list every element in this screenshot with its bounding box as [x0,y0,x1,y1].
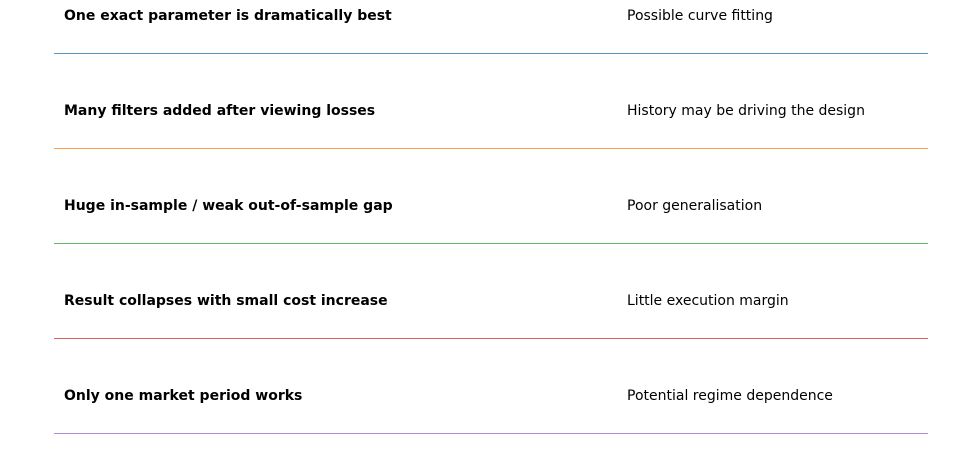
signal-cell: Only one market period works [64,388,303,404]
meaning-cell: Potential regime dependence [627,388,833,404]
table-row: Result collapses with small cost increas… [54,243,928,339]
signal-cell: Many filters added after viewing losses [64,103,376,119]
meaning-cell: Little execution margin [627,293,789,309]
table-row: One exact parameter is dramatically best… [54,0,928,54]
meaning-cell: History may be driving the design [627,103,865,119]
table-row: Huge in-sample / weak out-of-sample gap P… [54,148,928,244]
row-divider [54,433,928,434]
meaning-cell: Poor generalisation [627,198,763,214]
row-divider [54,53,928,54]
signal-cell: Result collapses with small cost increas… [64,293,388,309]
signal-cell: Huge in-sample / weak out-of-sample gap [64,198,393,214]
signal-cell: One exact parameter is dramatically best [64,8,392,24]
table-row: Only one market period works Potential re… [54,338,928,434]
row-divider [54,338,928,339]
row-divider [54,243,928,244]
meaning-cell: Possible curve fitting [627,8,773,24]
row-divider [54,148,928,149]
table-row: Many filters added after viewing losses H… [54,53,928,149]
